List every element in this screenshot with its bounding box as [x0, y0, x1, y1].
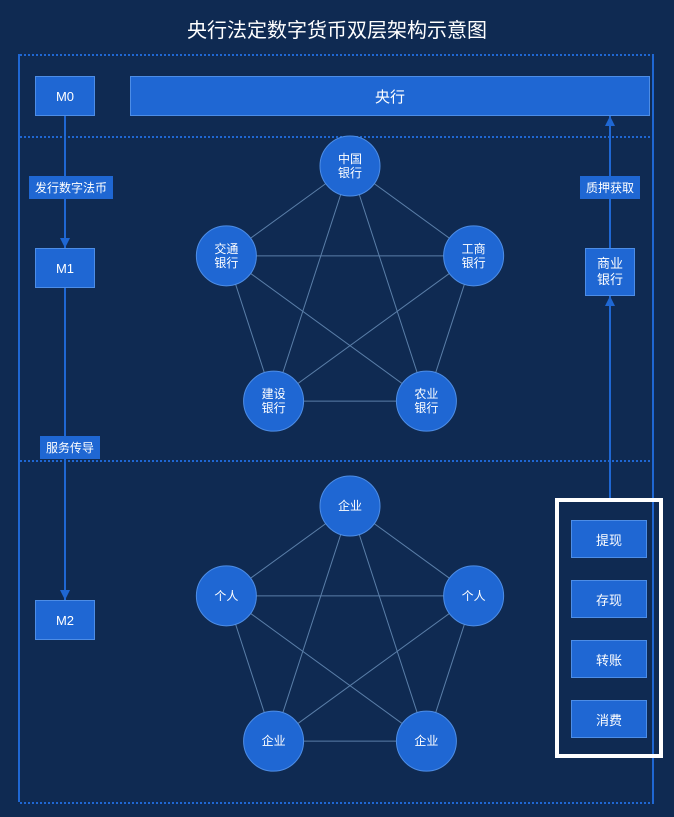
svg-text:工商: 工商: [462, 241, 486, 256]
svg-text:中国: 中国: [338, 151, 362, 166]
svg-text:个人: 个人: [462, 589, 486, 603]
svg-text:银行: 银行: [414, 401, 438, 415]
bank-comm: [196, 226, 256, 286]
panel-item-withdraw: 提现: [571, 520, 647, 558]
commercial-bank-l1: 商业: [597, 256, 623, 272]
bank-ccb: [244, 371, 304, 431]
divider-3: [20, 460, 654, 462]
ind-right: [444, 566, 504, 626]
box-commercial-bank: 商业 银行: [585, 248, 635, 296]
divider-4: [20, 802, 654, 804]
svg-text:企业: 企业: [338, 498, 362, 513]
box-m1: M1: [35, 248, 95, 288]
bank-abc: [396, 371, 456, 431]
ent-br: [396, 711, 456, 771]
svg-text:银行: 银行: [262, 401, 286, 415]
svg-text:农业: 农业: [414, 387, 438, 401]
bank-china: [320, 136, 380, 196]
tag-pledge: 质押获取: [580, 176, 640, 199]
divider-2: [20, 136, 654, 138]
panel-item-deposit: 存现: [571, 580, 647, 618]
svg-text:交通: 交通: [214, 241, 238, 256]
svg-text:银行: 银行: [214, 256, 238, 270]
commercial-bank-l2: 银行: [597, 272, 623, 288]
svg-text:企业: 企业: [262, 733, 286, 748]
ent-bl: [244, 711, 304, 771]
svg-text:建设: 建设: [262, 387, 286, 401]
svg-text:银行: 银行: [338, 166, 362, 180]
svg-text:银行: 银行: [462, 256, 486, 270]
actions-panel: 提现 存现 转账 消费: [555, 498, 663, 758]
tag-service: 服务传导: [40, 436, 100, 459]
svg-text:企业: 企业: [414, 733, 438, 748]
svg-text:个人: 个人: [214, 589, 238, 603]
panel-item-consume: 消费: [571, 700, 647, 738]
tag-issue: 发行数字法币: [29, 176, 113, 199]
vline-left: [18, 54, 20, 802]
divider-1: [20, 54, 654, 56]
box-central-bank: 央行: [130, 76, 650, 116]
ind-left: [196, 566, 256, 626]
panel-item-transfer: 转账: [571, 640, 647, 678]
ent-top: [320, 476, 380, 536]
bank-icbc: [444, 226, 504, 286]
box-m0: M0: [35, 76, 95, 116]
diagram-title: 央行法定数字货币双层架构示意图: [0, 14, 674, 43]
box-m2: M2: [35, 600, 95, 640]
